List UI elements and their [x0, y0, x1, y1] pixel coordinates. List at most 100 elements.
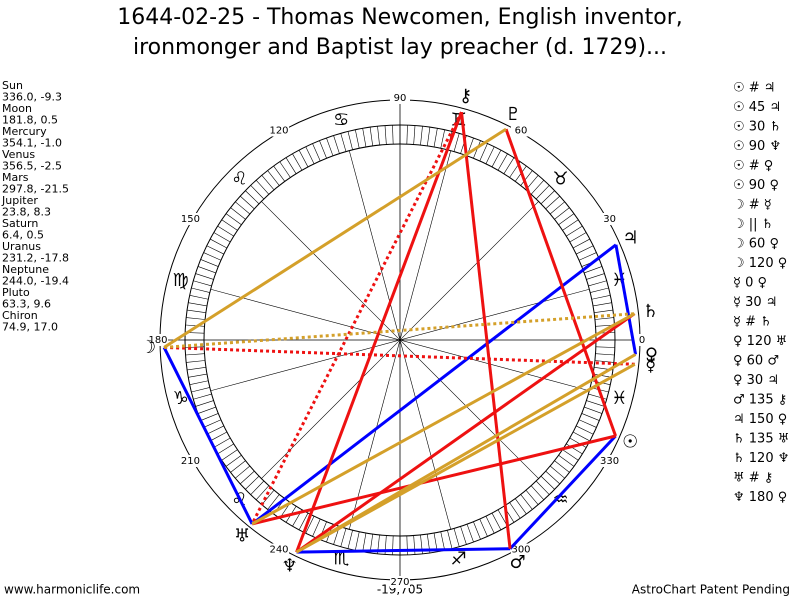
degree-tick: [362, 128, 367, 148]
degree-tick: [466, 524, 474, 543]
degree-tick: [530, 180, 545, 195]
degree-tick: [590, 287, 609, 293]
degree-tick: [369, 127, 374, 146]
aspect-line: [250, 111, 463, 525]
label-bg: [390, 92, 410, 104]
label-bg: [390, 576, 410, 588]
degree-tick: [503, 157, 515, 174]
aspect-line: [251, 243, 617, 526]
degree-tick: [406, 125, 408, 145]
degree-tick: [562, 449, 579, 461]
degree-tick: [189, 380, 209, 385]
zodiac-sign: ♑: [173, 388, 189, 409]
aspect-entry: ☿ 0 ♀: [733, 276, 767, 291]
degree-tick: [566, 443, 583, 455]
degree-tick: [572, 238, 590, 249]
planet-coords: 336.0, -9.3: [2, 91, 62, 104]
degree-tick: [217, 443, 234, 455]
aspect-entry: ☉ 90 ♀: [733, 178, 779, 193]
degree-tick: [312, 518, 321, 537]
degree-label: 240: [269, 545, 288, 556]
planet-glyph: ☽: [140, 337, 156, 358]
label-bg: [511, 543, 531, 556]
degree-tick: [340, 133, 347, 152]
degree-tick: [530, 485, 545, 500]
aspect-line: [162, 346, 254, 525]
aspect-entry: ♄ 135 ♅: [733, 432, 789, 447]
degree-tick: [384, 125, 387, 145]
degree-tick: [520, 170, 533, 186]
degree-tick: [210, 431, 228, 442]
degree-tick: [578, 252, 597, 261]
planet-glyph: ☉: [622, 431, 638, 452]
degree-tick: [197, 406, 216, 414]
degree-tick: [267, 170, 280, 186]
degree-tick: [392, 125, 394, 145]
degree-tick: [586, 400, 605, 407]
aspect-line: [508, 434, 617, 550]
degree-tick: [203, 252, 222, 261]
zodiac-sign: ♒: [552, 490, 568, 511]
degree-tick: [326, 137, 334, 156]
aspect-line: [163, 127, 507, 349]
aspect-entry: ♀ 30 ♃: [733, 373, 779, 388]
degree-tick: [186, 317, 206, 320]
degree-tick: [245, 475, 260, 490]
zodiac-sign: ♓: [611, 388, 627, 409]
planet-coords: 74.9, 17.0: [2, 321, 58, 334]
degree-label: 0: [639, 335, 645, 346]
aspect-entry: ♅ # ⚷: [733, 471, 773, 486]
planet-glyph: ♂: [509, 552, 525, 573]
zodiac-sign: ♋: [333, 110, 349, 131]
degree-tick: [576, 245, 594, 255]
degree-tick: [453, 133, 460, 152]
degree-tick: [569, 437, 587, 448]
degree-tick: [485, 516, 495, 534]
degree-tick: [426, 127, 431, 146]
aspect-entry: ♃ 150 ♀: [733, 412, 787, 427]
degree-tick: [273, 165, 286, 182]
degree-tick: [572, 431, 590, 442]
degree-tick: [514, 498, 527, 515]
degree-tick: [203, 419, 222, 428]
degree-tick: [420, 126, 423, 146]
degree-tick: [189, 295, 209, 300]
degree-label: 210: [181, 456, 200, 467]
label-bg: [632, 334, 652, 346]
aspect-line: [251, 434, 616, 526]
degree-tick: [255, 180, 270, 195]
degree-tick: [440, 129, 445, 149]
degree-tick: [592, 302, 612, 307]
degree-tick: [535, 185, 550, 200]
degree-tick: [485, 146, 495, 164]
planet-name: Neptune: [2, 263, 49, 276]
degree-tick: [200, 259, 219, 267]
planet-coords: 231.2, -17.8: [2, 252, 69, 265]
degree-tick: [520, 494, 533, 510]
degree-tick: [285, 157, 297, 174]
degree-label: 120: [269, 125, 288, 136]
degree-tick: [191, 287, 210, 293]
degree-tick: [200, 413, 219, 421]
degree-tick: [185, 324, 205, 327]
degree-tick: [581, 413, 600, 421]
degree-tick: [595, 346, 615, 348]
degree-tick: [549, 465, 565, 479]
label-bg: [599, 455, 620, 467]
degree-tick: [255, 485, 270, 500]
label-bg: [269, 543, 289, 556]
degree-tick: [195, 400, 214, 407]
aspect-line: [296, 547, 511, 554]
degree-tick: [554, 207, 570, 220]
degree-tick: [305, 146, 315, 164]
aspect-entry: ♀ 120 ♅: [733, 334, 787, 349]
degree-tick: [206, 425, 224, 435]
degree-tick: [298, 512, 309, 530]
aspect-line: [295, 111, 463, 553]
aspect-entry: ☿ # ♄: [733, 315, 772, 330]
degree-tick: [298, 150, 309, 168]
degree-tick: [347, 131, 353, 150]
degree-tick: [206, 245, 224, 255]
